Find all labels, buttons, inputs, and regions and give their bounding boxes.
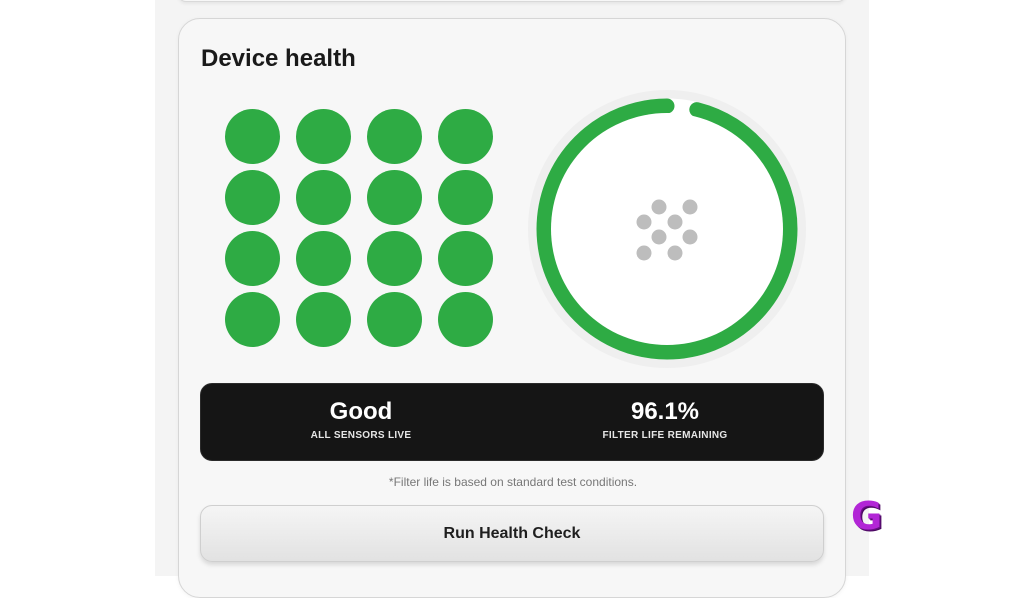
filter-dot xyxy=(636,214,652,230)
sensor-dot xyxy=(225,231,280,286)
filter-dot xyxy=(667,245,683,261)
filter-dot xyxy=(682,229,698,245)
gauge-center xyxy=(551,113,783,345)
gauge-svg xyxy=(528,90,806,368)
sensor-grid xyxy=(225,109,493,347)
filter-dot xyxy=(682,199,698,215)
status-value: Good xyxy=(329,398,393,425)
filter-dots-icon xyxy=(636,199,698,261)
sensor-dot xyxy=(225,170,280,225)
sensor-dot xyxy=(438,109,493,164)
brand-logo: G xyxy=(851,494,883,538)
footnote: *Filter life is based on standard test c… xyxy=(388,475,638,489)
status-label: ALL SENSORS LIVE xyxy=(310,430,412,441)
filter-value: 96.1% xyxy=(630,398,700,425)
stats-panel: Good ALL SENSORS LIVE 96.1% FILTER LIFE … xyxy=(200,383,824,461)
sensor-dot xyxy=(438,231,493,286)
sensor-dot xyxy=(438,292,493,347)
status-stat: Good ALL SENSORS LIVE xyxy=(211,398,511,441)
sensor-dot xyxy=(296,170,351,225)
sensor-dot xyxy=(225,292,280,347)
filter-dot xyxy=(636,245,652,261)
sensor-dot xyxy=(367,292,422,347)
sensor-dot xyxy=(296,109,351,164)
run-health-check-button[interactable]: Run Health Check xyxy=(200,505,824,562)
filter-label: FILTER LIFE REMAINING xyxy=(602,430,728,441)
filter-life-gauge xyxy=(527,89,807,369)
sensor-dot xyxy=(367,231,422,286)
filter-dot xyxy=(651,229,667,245)
filter-dot xyxy=(667,214,683,230)
filter-dot xyxy=(651,199,667,215)
gauge-progress-arc xyxy=(536,98,798,360)
device-health-card: Device health Good ALL SENSORS LIVE 96.1… xyxy=(178,18,846,598)
previous-card-edge xyxy=(178,0,846,2)
sensor-dot xyxy=(296,231,351,286)
sensor-dot xyxy=(296,292,351,347)
sensor-dot xyxy=(367,170,422,225)
filter-stat: 96.1% FILTER LIFE REMAINING xyxy=(515,398,815,441)
sensor-dot xyxy=(438,170,493,225)
card-title: Device health xyxy=(201,45,356,72)
sensor-dot xyxy=(367,109,422,164)
sensor-dot xyxy=(225,109,280,164)
